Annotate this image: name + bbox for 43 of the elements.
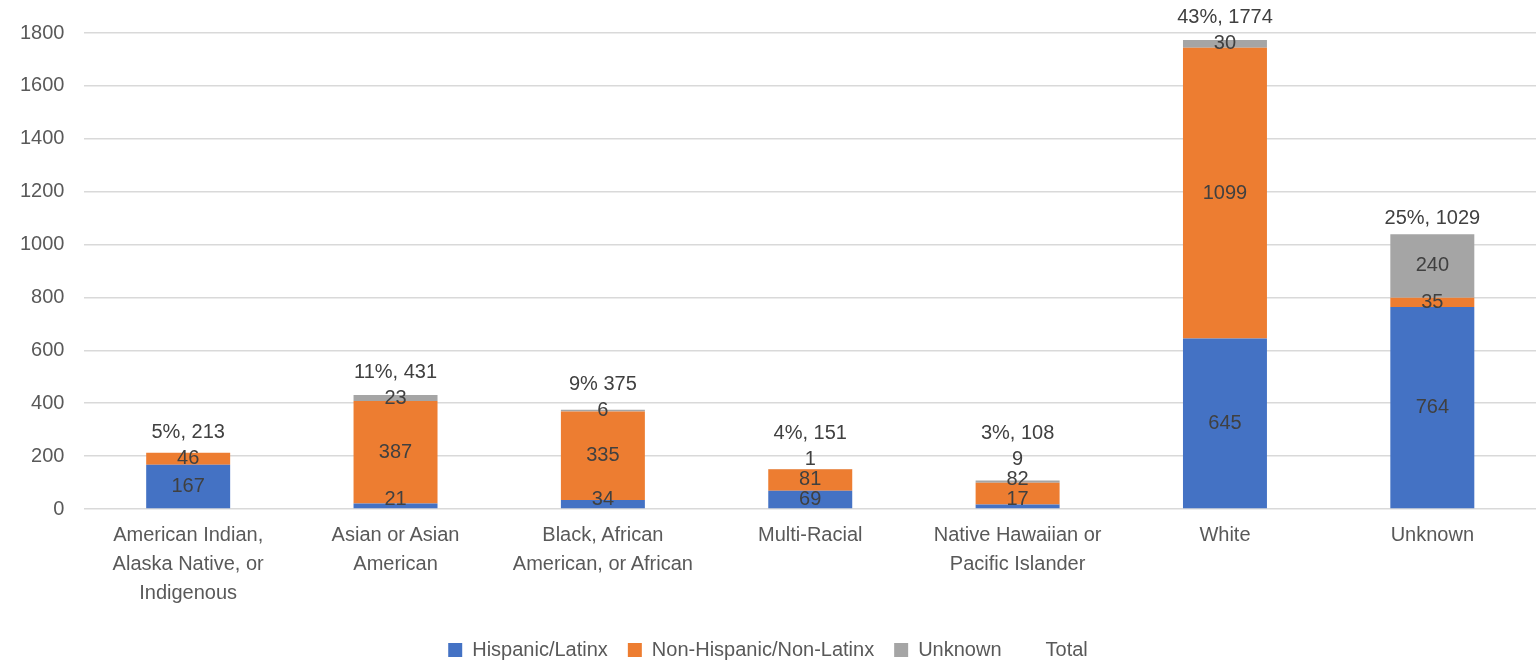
y-tick-label: 1000 [19,232,65,255]
data-label: 1099 [1202,180,1248,203]
total-label: 5%, 213 [151,420,225,443]
x-tick-label: Unknown [1390,523,1475,546]
legend-label: Hispanic/Latinx [472,637,608,660]
y-tick-label: 600 [31,337,65,360]
y-tick-label: 400 [31,390,65,413]
x-tick-label: White [1199,523,1251,546]
total-label: 43%, 1774 [1177,5,1273,28]
text: Total [1045,637,1088,660]
total-label: 4%, 151 [773,420,847,443]
y-tick-label: 1200 [19,179,65,202]
data-label: 764 [1415,395,1450,418]
y-tick-label: 1800 [19,20,65,43]
x-tick-label: Multi-Racial [758,523,863,546]
total-label: 11%, 431 [354,359,438,382]
data-label: 17 [1006,486,1029,509]
data-label: 82 [1006,466,1029,489]
y-tick-label: 1400 [19,126,65,149]
data-label: 46 [177,446,200,469]
x-tick-label: American Indian, Alaska Native, or Indigenous [112,523,265,604]
data-label: 645 [1208,410,1242,433]
total-label: 9% 375 [568,372,637,395]
total-label: 25%, 1029 [1384,205,1481,228]
x-tick-label: Black, African American, or African [512,523,693,575]
data-label: 335 [586,443,620,466]
legend-label: Unknown [918,637,1002,660]
y-tick-label: 200 [31,443,65,466]
data-label: 21 [384,486,407,509]
total-label: 3%, 108 [980,420,1055,443]
data-label: 240 [1415,253,1450,276]
x-tick-label: Native Hawaiian or Pacific Islander [933,523,1102,575]
y-tick-label: 0 [53,496,65,519]
data-label: 81 [799,466,822,489]
data-label: 9 [1012,446,1024,469]
data-label: 167 [171,474,205,497]
y-tick-label: 800 [31,284,65,307]
legend-label: Non-Hispanic/Non-Latinx [651,637,875,660]
y-tick-label: 1600 [19,73,65,96]
data-label: 1 [804,446,816,469]
x-tick-label: Asian or Asian American [331,523,460,575]
data-label: 387 [378,439,413,462]
data-label: 69 [799,486,822,509]
